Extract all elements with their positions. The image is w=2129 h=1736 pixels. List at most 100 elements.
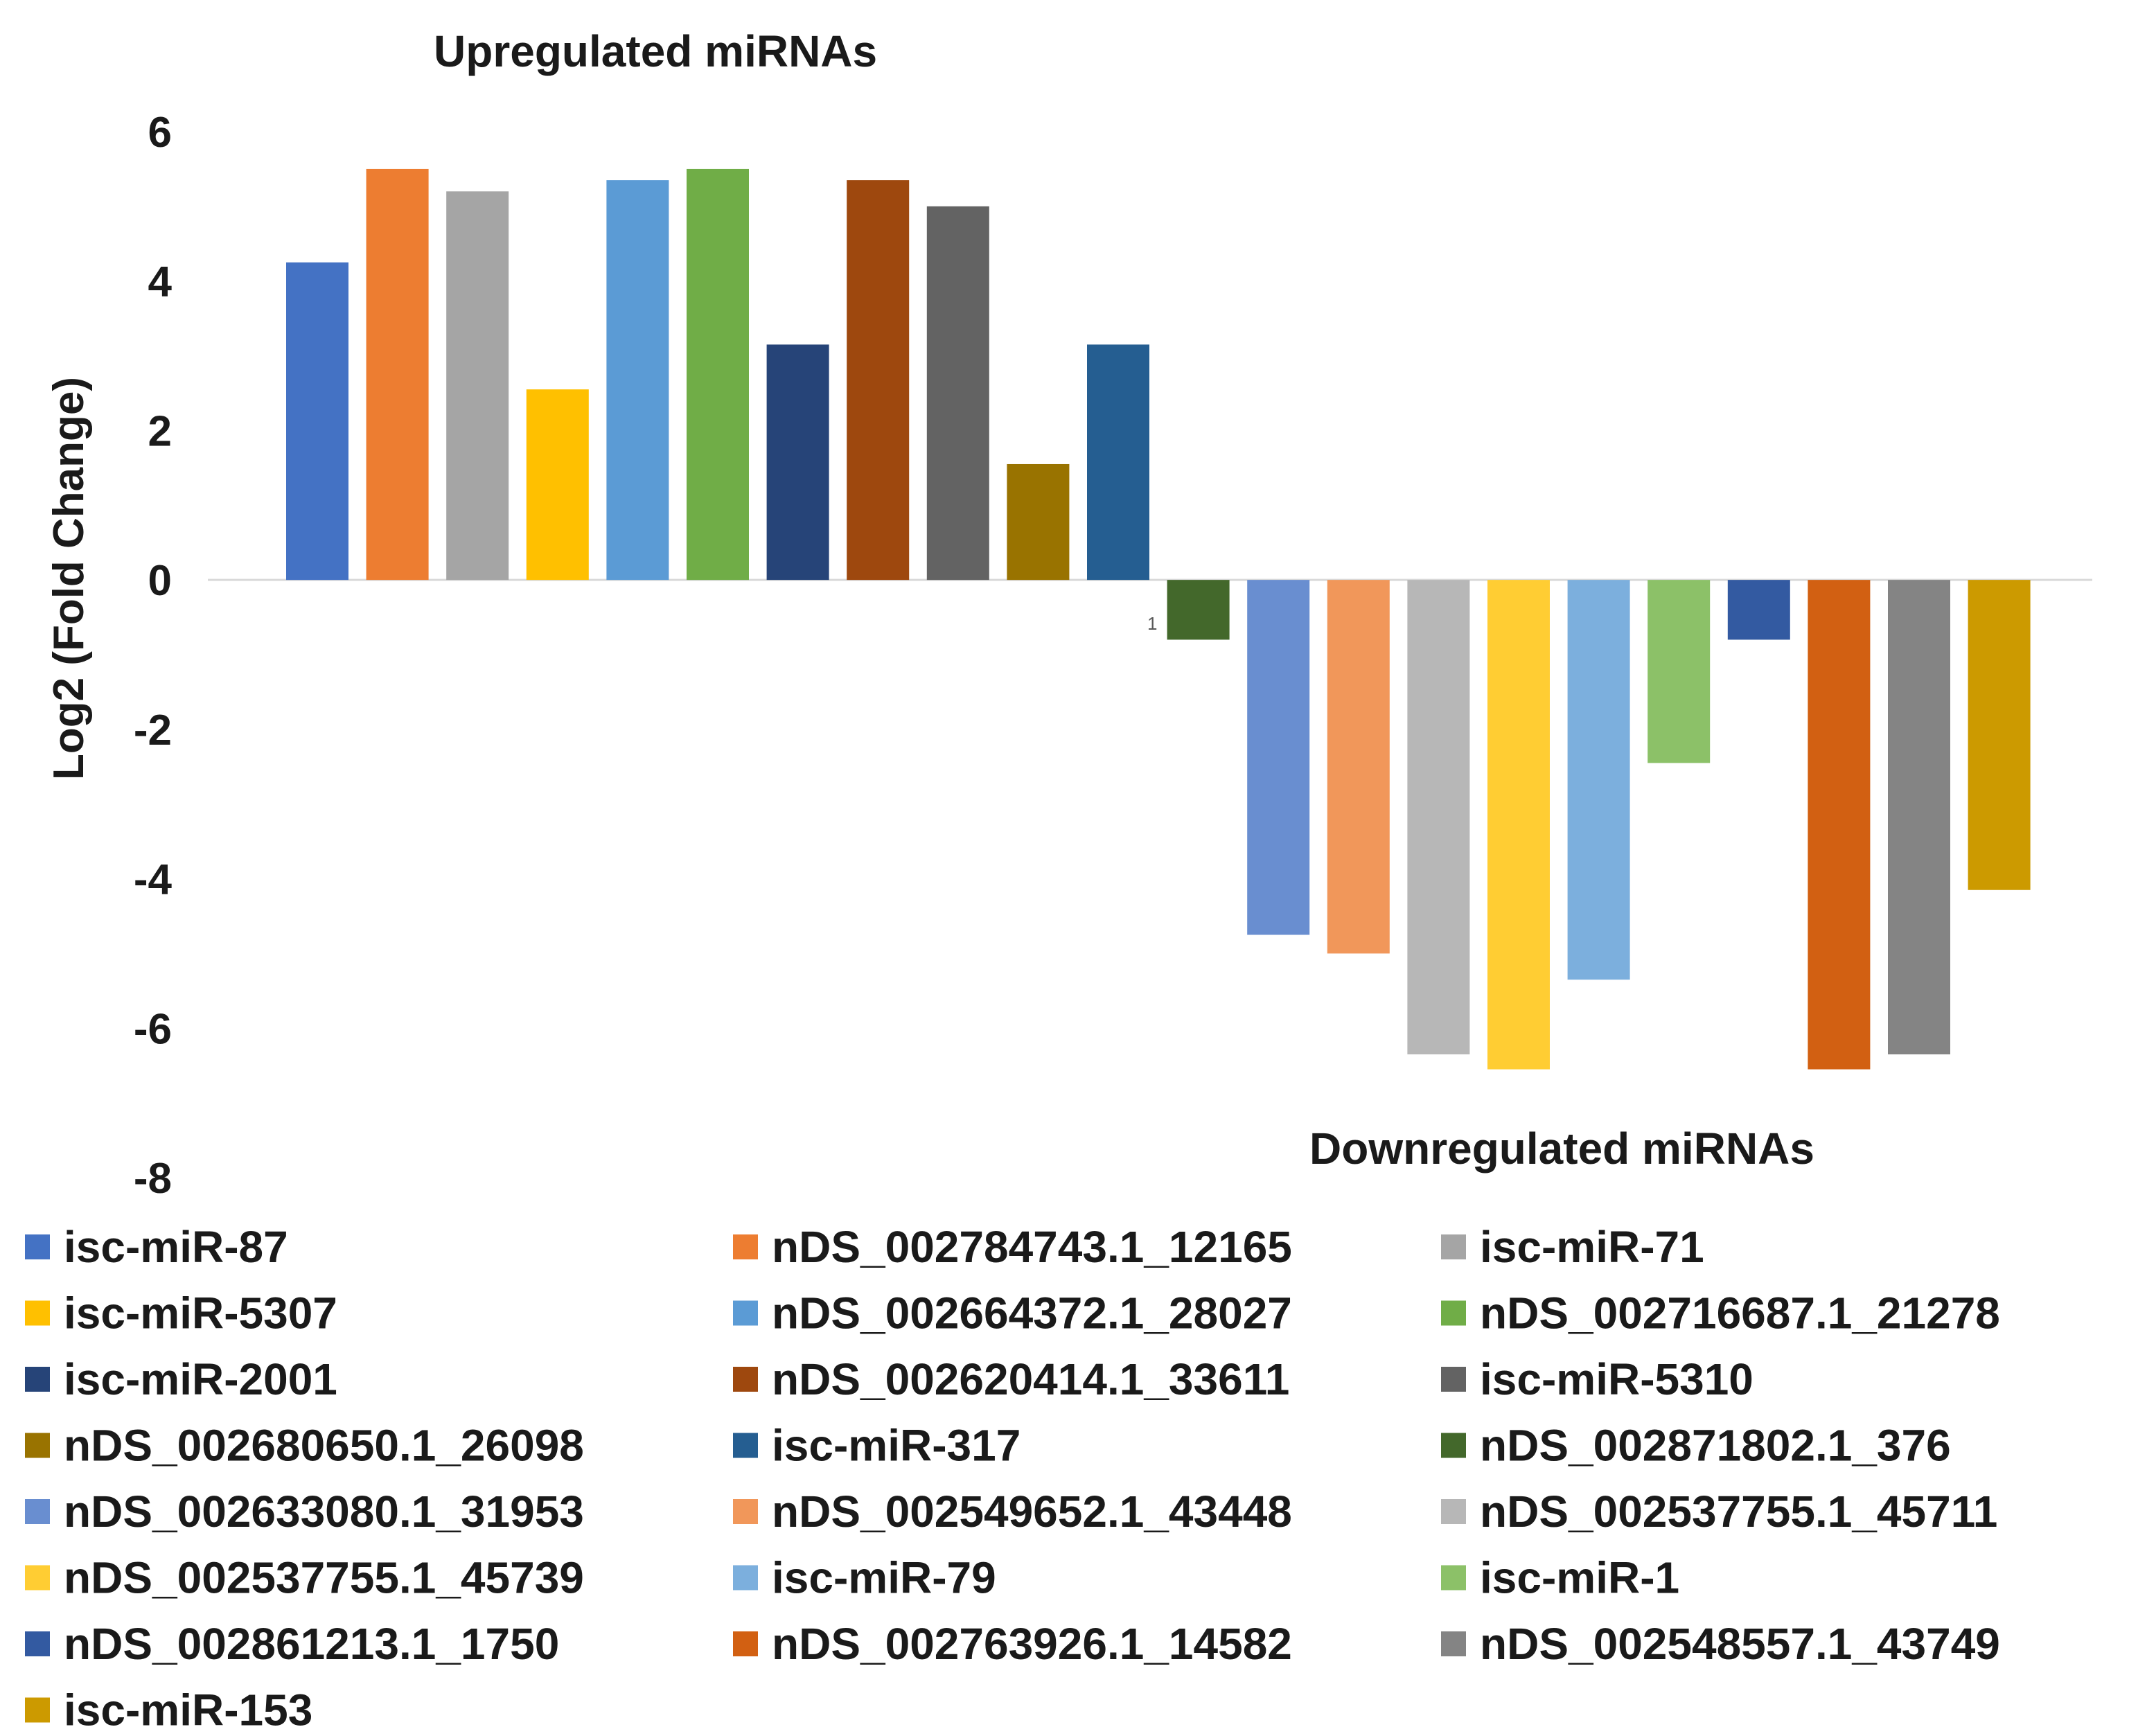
bar-nDS_002861213.1_1750	[1727, 580, 1790, 640]
downregulated-annotation: Downregulated miRNAs	[1309, 1124, 1814, 1173]
bar-nDS_002549652.1_43448	[1327, 580, 1390, 954]
legend-label: nDS_002633080.1_31953	[64, 1487, 584, 1536]
legend: isc-miR-87 nDS_002784743.1_12165 isc-miR-7…	[25, 1222, 2000, 1735]
bar-isc-miR-87	[286, 262, 348, 581]
legend-label: nDS_002537755.1_45711	[1480, 1487, 1997, 1536]
legend-swatch	[1441, 1565, 1466, 1591]
y-tick-label: 0	[148, 557, 172, 605]
legend-label: isc-miR-153	[64, 1685, 312, 1735]
bar-nDS_002537755.1_45711	[1407, 580, 1470, 1055]
legend-label: nDS_002664372.1_28027	[772, 1288, 1292, 1338]
legend-item: isc-miR-5310	[1441, 1354, 1753, 1404]
bar-nDS_002537755.1_45739	[1487, 580, 1550, 1070]
legend-item: nDS_002537755.1_45739	[25, 1553, 584, 1603]
legend-item: isc-miR-153	[25, 1685, 312, 1735]
legend-item: nDS_002548557.1_43749	[1441, 1619, 2000, 1669]
bar-isc-miR-5310	[926, 206, 989, 581]
bar-nDS_002716687.1_21278	[687, 168, 749, 581]
legend-label: nDS_002763926.1_14582	[772, 1619, 1292, 1669]
legend-swatch	[1441, 1499, 1466, 1524]
legend-swatch	[25, 1234, 50, 1259]
legend-item: nDS_002537755.1_45711	[1441, 1487, 1997, 1536]
legend-swatch	[1441, 1631, 1466, 1656]
legend-swatch	[1441, 1433, 1466, 1458]
bar-nDS_002871802.1_376	[1167, 580, 1230, 640]
legend-swatch	[25, 1499, 50, 1524]
bars	[286, 168, 2031, 1070]
bar-nDS_002548557.1_43749	[1888, 580, 1950, 1055]
bar-isc-miR-79	[1567, 580, 1630, 980]
legend-item: isc-miR-317	[733, 1421, 1021, 1471]
legend-label: nDS_002620414.1_33611	[772, 1354, 1289, 1404]
legend-swatch	[25, 1697, 50, 1723]
bar-isc-miR-5307	[526, 389, 589, 581]
legend-swatch	[1441, 1367, 1466, 1392]
legend-label: isc-miR-1	[1480, 1553, 1679, 1603]
legend-item: nDS_002861213.1_1750	[25, 1619, 559, 1669]
legend-item: nDS_002664372.1_28027	[733, 1288, 1292, 1338]
legend-swatch	[733, 1300, 758, 1326]
bar-isc-miR-317	[1087, 344, 1149, 581]
legend-label: isc-miR-317	[772, 1421, 1021, 1471]
y-tick-label: -2	[134, 707, 172, 754]
legend-label: nDS_002549652.1_43448	[772, 1487, 1292, 1536]
legend-label: nDS_002548557.1_43749	[1480, 1619, 2000, 1669]
y-axis-label: Log2 (Fold Change)	[45, 377, 93, 780]
legend-label: isc-miR-87	[64, 1222, 288, 1272]
bar-isc-miR-2001	[766, 344, 829, 581]
legend-label: nDS_002716687.1_21278	[1480, 1288, 2000, 1338]
bar-nDS_002664372.1_28027	[606, 180, 669, 581]
legend-swatch	[25, 1565, 50, 1591]
y-tick-label: 2	[148, 407, 172, 455]
y-axis-ticks: 6 4 2 0 -2 -4 -6 -8	[134, 109, 173, 1203]
bar-nDS_002620414.1_33611	[847, 180, 910, 581]
legend-item: nDS_002763926.1_14582	[733, 1619, 1292, 1669]
legend-swatch	[25, 1631, 50, 1656]
legend-item: nDS_002620414.1_33611	[733, 1354, 1289, 1404]
legend-label: nDS_002861213.1_1750	[64, 1619, 559, 1669]
y-tick-label: -8	[134, 1155, 172, 1203]
legend-swatch	[733, 1565, 758, 1591]
legend-item: isc-miR-2001	[25, 1354, 337, 1404]
legend-item: isc-miR-87	[25, 1222, 288, 1272]
bar-nDS_002784743.1_12165	[366, 168, 429, 581]
y-tick-label: 6	[148, 109, 172, 157]
legend-label: isc-miR-71	[1480, 1222, 1704, 1272]
legend-label: nDS_002871802.1_376	[1480, 1421, 1951, 1471]
legend-item: nDS_002680650.1_26098	[25, 1421, 584, 1471]
legend-item: nDS_002633080.1_31953	[25, 1487, 584, 1536]
bar-isc-miR-153	[1968, 580, 2031, 890]
legend-swatch	[25, 1433, 50, 1458]
legend-item: nDS_002716687.1_21278	[1441, 1288, 2000, 1338]
legend-swatch	[1441, 1234, 1466, 1259]
category-label: 1	[1147, 613, 1157, 634]
legend-item: isc-miR-1	[1441, 1553, 1679, 1603]
legend-item: isc-miR-71	[1441, 1222, 1704, 1272]
legend-swatch	[25, 1300, 50, 1326]
legend-swatch	[733, 1499, 758, 1524]
legend-label: nDS_002537755.1_45739	[64, 1553, 584, 1603]
legend-label: isc-miR-5307	[64, 1288, 337, 1338]
legend-item: isc-miR-79	[733, 1553, 996, 1603]
bar-nDS_002633080.1_31953	[1247, 580, 1310, 935]
legend-swatch	[733, 1433, 758, 1458]
legend-swatch	[25, 1367, 50, 1392]
legend-label: nDS_002784743.1_12165	[772, 1222, 1292, 1272]
legend-label: isc-miR-2001	[64, 1354, 337, 1404]
legend-label: nDS_002680650.1_26098	[64, 1421, 584, 1471]
bar-isc-miR-71	[446, 191, 509, 581]
legend-swatch	[733, 1631, 758, 1656]
legend-label: isc-miR-5310	[1480, 1354, 1753, 1404]
legend-item: nDS_002871802.1_376	[1441, 1421, 1951, 1471]
bar-isc-miR-1	[1647, 580, 1711, 763]
bar-nDS_002763926.1_14582	[1808, 580, 1871, 1070]
upregulated-annotation: Upregulated miRNAs	[434, 26, 877, 76]
legend-label: isc-miR-79	[772, 1553, 996, 1603]
y-tick-label: -4	[134, 856, 173, 904]
legend-swatch	[1441, 1300, 1466, 1326]
bar-nDS_002680650.1_26098	[1007, 463, 1070, 581]
legend-item: nDS_002549652.1_43448	[733, 1487, 1292, 1536]
legend-swatch	[733, 1367, 758, 1392]
y-tick-label: 4	[148, 258, 173, 306]
